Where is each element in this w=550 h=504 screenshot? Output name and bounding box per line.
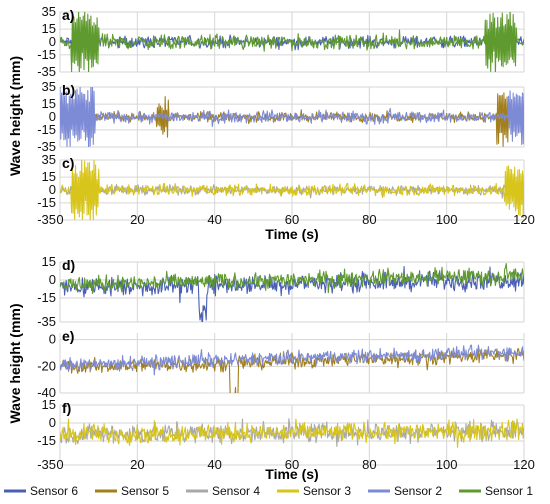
y-tick-label: 0: [49, 272, 56, 287]
legend-label: Sensor 5: [121, 484, 169, 498]
legend-label: Sensor 2: [394, 484, 442, 498]
series-line-sensor-4: [60, 418, 524, 448]
x-tick-label: 40: [207, 212, 221, 227]
panel-f: [59, 404, 525, 466]
panel-label: e): [62, 328, 74, 344]
y-tick-label: 0: [49, 415, 56, 430]
y-tick-label: -15: [37, 290, 56, 305]
x-tick-label: 120: [513, 457, 535, 472]
y-tick-label: 15: [42, 397, 56, 412]
x-tick-label: 0: [56, 457, 63, 472]
legend: Sensor 6 Sensor 5 Sensor 4 Sensor 3 Sensor 2…: [4, 484, 533, 498]
x-tick-label: 40: [207, 457, 221, 472]
y-tick-label: -20: [37, 358, 56, 373]
labels-layer: 35150-15-35a)35150-15-35b)35150-15-35c)0…: [7, 4, 535, 482]
y-tick-label: -15: [37, 122, 56, 137]
legend-item-sensor-3: Sensor 3: [277, 484, 351, 498]
y-tick-label: -15: [37, 195, 56, 210]
legend-item-sensor-5: Sensor 5: [95, 484, 169, 498]
panel-e: [59, 333, 525, 394]
x-tick-label: 80: [362, 212, 376, 227]
y-tick-label: -35: [37, 314, 56, 329]
y-tick-label: 0: [49, 332, 56, 347]
series-line-sensor-3: [60, 418, 524, 449]
legend-label: Sensor 6: [30, 484, 78, 498]
y-tick-label: 15: [42, 169, 56, 184]
legend-item-sensor-2: Sensor 2: [368, 484, 442, 498]
y-tick-label: -35: [37, 64, 56, 79]
x-tick-label: 80: [362, 457, 376, 472]
y-axis-title: Wave height (mm): [7, 56, 23, 176]
panel-b: [59, 86, 525, 148]
legend-item-sensor-6: Sensor 6: [4, 484, 78, 498]
y-tick-label: 35: [42, 4, 56, 19]
series-line-sensor-3: [60, 160, 524, 220]
legend-label: Sensor 1: [485, 484, 533, 498]
y-tick-label: -40: [37, 385, 56, 400]
panel-label: c): [62, 155, 74, 171]
panel-a: [59, 11, 525, 73]
panel-label: d): [62, 257, 75, 273]
series-line-sensor-2: [60, 87, 524, 147]
y-tick-label: -15: [37, 47, 56, 62]
series-line-sensor-1: [60, 12, 524, 72]
y-tick-label: 35: [42, 152, 56, 167]
x-axis-title: Time (s): [265, 226, 318, 242]
y-tick-label: 0: [49, 34, 56, 49]
series-line-sensor-6: [60, 265, 524, 322]
x-tick-label: 0: [56, 212, 63, 227]
x-tick-label: 60: [285, 212, 299, 227]
y-tick-label: 15: [42, 21, 56, 36]
panel-c: [59, 159, 525, 221]
x-tick-label: 60: [285, 457, 299, 472]
panels-layer: [59, 11, 525, 466]
y-tick-label: 35: [42, 79, 56, 94]
x-axis-title: Time (s): [265, 466, 318, 482]
y-tick-label: -35: [37, 139, 56, 154]
y-tick-label: 15: [42, 96, 56, 111]
legend-label: Sensor 3: [303, 484, 351, 498]
legend-item-sensor-1: Sensor 1: [459, 484, 533, 498]
y-tick-label: -35: [37, 457, 56, 472]
panel-d: [59, 261, 525, 323]
y-tick-label: 0: [49, 109, 56, 124]
y-axis-title: Wave height (mm): [7, 303, 23, 423]
y-tick-label: -35: [37, 212, 56, 227]
legend-item-sensor-4: Sensor 4: [186, 484, 260, 498]
series-line-sensor-2: [60, 344, 524, 376]
y-tick-label: 0: [49, 182, 56, 197]
x-tick-label: 100: [436, 457, 458, 472]
series-line-sensor-1: [60, 262, 524, 295]
x-tick-label: 20: [130, 212, 144, 227]
y-tick-label: 15: [42, 254, 56, 269]
panel-label: f): [62, 400, 71, 416]
y-tick-label: -15: [37, 433, 56, 448]
legend-label: Sensor 4: [212, 484, 260, 498]
x-tick-label: 20: [130, 457, 144, 472]
panel-label: b): [62, 82, 75, 98]
x-tick-label: 100: [436, 212, 458, 227]
x-tick-label: 120: [513, 212, 535, 227]
panel-label: a): [62, 7, 74, 23]
